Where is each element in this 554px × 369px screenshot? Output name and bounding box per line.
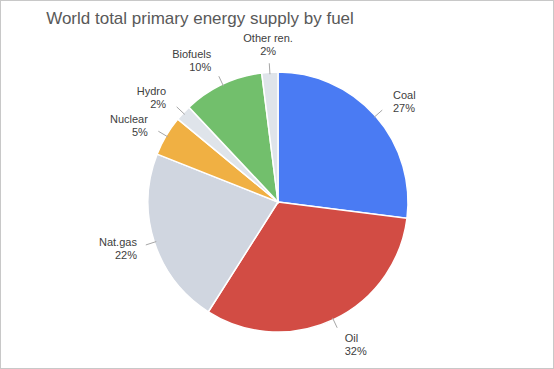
data-label: Coal27% <box>393 89 416 114</box>
label-category: Other ren. <box>243 32 293 44</box>
leader-line <box>374 110 382 117</box>
leader-line <box>219 76 224 86</box>
label-category: Oil <box>345 332 358 344</box>
pie-slice <box>262 72 278 202</box>
data-label: Other ren.2% <box>243 32 293 57</box>
chart-border <box>1 1 554 369</box>
leader-line <box>269 63 271 74</box>
data-label: Oil32% <box>345 332 367 357</box>
data-label: Nuclear5% <box>110 113 148 138</box>
data-label: Hydro2% <box>137 85 167 110</box>
label-value: 10% <box>189 61 211 73</box>
chart-root: World total primary energy supply by fue… <box>0 0 554 369</box>
label-value: 22% <box>115 249 137 261</box>
leader-line <box>158 131 167 137</box>
label-category: Nat.gas <box>99 236 137 248</box>
chart-svg: World total primary energy supply by fue… <box>0 0 554 369</box>
leader-line <box>177 107 185 115</box>
labels: Coal27%Oil32%Nat.gas22%Nuclear5%Hydro2%B… <box>99 32 416 356</box>
label-category: Hydro <box>137 85 166 97</box>
label-value: 2% <box>150 98 166 110</box>
label-value: 5% <box>132 126 148 138</box>
pie-slice <box>278 72 408 218</box>
leader-line <box>332 318 337 328</box>
leader-line <box>146 242 156 245</box>
slices <box>148 72 408 332</box>
label-value: 32% <box>345 345 367 357</box>
label-category: Coal <box>393 89 416 101</box>
data-label: Nat.gas22% <box>99 236 137 261</box>
label-value: 2% <box>260 45 276 57</box>
label-category: Nuclear <box>110 113 148 125</box>
data-label: Biofuels10% <box>172 48 212 73</box>
label-value: 27% <box>393 102 415 114</box>
label-category: Biofuels <box>172 48 212 60</box>
chart-title: World total primary energy supply by fue… <box>46 9 354 28</box>
